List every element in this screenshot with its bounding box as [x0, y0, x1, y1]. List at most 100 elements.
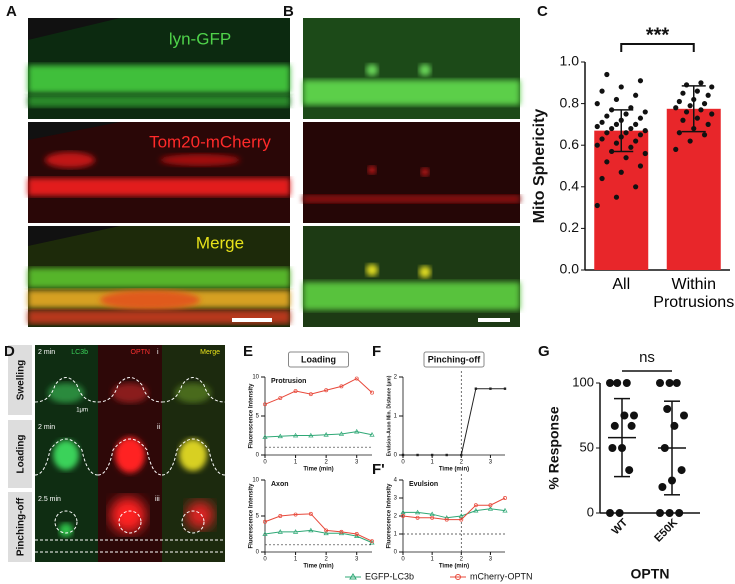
x-tick-label: 2 — [460, 557, 464, 563]
x-tick-label: 2 — [324, 460, 328, 466]
row-label: Loading — [16, 435, 27, 474]
data-point — [665, 379, 674, 387]
image-blob — [110, 497, 146, 533]
image-blob — [175, 383, 211, 403]
data-point — [473, 507, 479, 513]
data-point — [625, 466, 634, 475]
data-point — [627, 421, 636, 430]
data-point — [599, 88, 605, 94]
x-tick-label: Within Protrusions — [653, 276, 735, 312]
data-point — [613, 379, 622, 387]
data-point — [622, 379, 631, 387]
data-point — [630, 411, 638, 420]
data-point — [615, 509, 624, 517]
data-point — [683, 82, 690, 88]
data-point — [609, 125, 615, 132]
y-tick-label: 0 — [394, 453, 398, 459]
x-tick-label: 1 — [430, 557, 434, 563]
x-tick-label: Within Protrusions — [653, 276, 735, 312]
image-blob — [366, 264, 378, 276]
data-point — [262, 434, 268, 439]
annotation: ns — [639, 349, 655, 366]
x-tick-label: 3 — [489, 557, 493, 563]
data-point — [665, 509, 674, 517]
data-point — [623, 111, 629, 117]
scale-bar — [478, 318, 510, 322]
x-tick-label: 2 — [460, 460, 464, 466]
data-point — [604, 71, 610, 78]
panel-b — [303, 18, 520, 327]
data-point — [502, 507, 508, 513]
panel-letter: A — [6, 3, 17, 20]
data-point — [613, 96, 620, 103]
data-point — [308, 432, 314, 438]
y-tick-label: 0 — [256, 453, 260, 459]
data-point — [473, 503, 478, 508]
x-tick-label: All — [612, 276, 630, 293]
x-tick-label: 1 — [294, 460, 298, 466]
row-label: Swelling — [16, 360, 27, 401]
data-point — [606, 509, 614, 517]
series-line — [403, 388, 505, 456]
image-blob — [366, 64, 378, 76]
data-point — [292, 529, 299, 534]
annotation: *** — [646, 24, 670, 46]
image-blob — [421, 168, 429, 176]
data-point — [594, 101, 600, 107]
data-point — [339, 384, 344, 389]
time-label: 2 min — [38, 349, 55, 356]
scale-label: 1μm — [76, 408, 88, 414]
data-point — [637, 115, 644, 121]
data-point — [487, 506, 494, 511]
time-label: 2 min — [38, 424, 55, 431]
data-point — [604, 113, 610, 119]
image-band — [28, 178, 290, 196]
panel-letter: G — [538, 343, 550, 360]
data-point — [474, 387, 478, 390]
series-line — [264, 377, 373, 405]
data-point — [613, 140, 620, 146]
legend-label: EGFP-LC3b — [365, 571, 414, 581]
x-tick-label: 0 — [263, 460, 267, 466]
image-blob — [186, 501, 214, 529]
x-axis-label: OPTN — [631, 566, 670, 582]
image-band — [28, 268, 290, 288]
bar — [666, 108, 721, 270]
y-tick-label: 0.0 — [560, 261, 580, 277]
data-point — [459, 517, 464, 522]
data-point — [628, 125, 634, 132]
data-point — [637, 78, 644, 84]
data-point — [618, 84, 624, 90]
x-tick-label: E50K — [652, 517, 680, 545]
data-point — [673, 105, 679, 111]
data-point — [633, 184, 639, 190]
y-tick-label: 3 — [394, 496, 398, 502]
image — [303, 122, 520, 223]
roman-label: i — [157, 349, 159, 356]
data-point — [599, 136, 605, 142]
y-tick-label: 0 — [587, 504, 594, 519]
data-point — [460, 453, 463, 457]
image-band — [303, 80, 520, 105]
data-point — [604, 159, 610, 165]
data-point — [308, 511, 313, 516]
data-point — [694, 88, 700, 94]
data-point — [415, 515, 420, 520]
data-point — [293, 389, 298, 393]
x-axis-label: Time (min) — [303, 564, 333, 570]
x-tick-label: 3 — [355, 460, 359, 466]
bar — [594, 130, 649, 270]
data-point — [262, 531, 268, 536]
y-tick-label: 5 — [256, 414, 260, 420]
panel-letter: D — [4, 343, 15, 360]
data-point — [606, 379, 614, 387]
image-corner — [28, 18, 120, 40]
row-tab — [8, 492, 32, 562]
panel-letter: F — [372, 343, 381, 360]
legend-marker — [455, 574, 461, 580]
data-point — [324, 528, 329, 533]
x-tick-label: 0 — [401, 557, 405, 563]
image-corner — [28, 122, 120, 140]
image-blob — [45, 152, 95, 168]
data-point — [400, 509, 406, 515]
